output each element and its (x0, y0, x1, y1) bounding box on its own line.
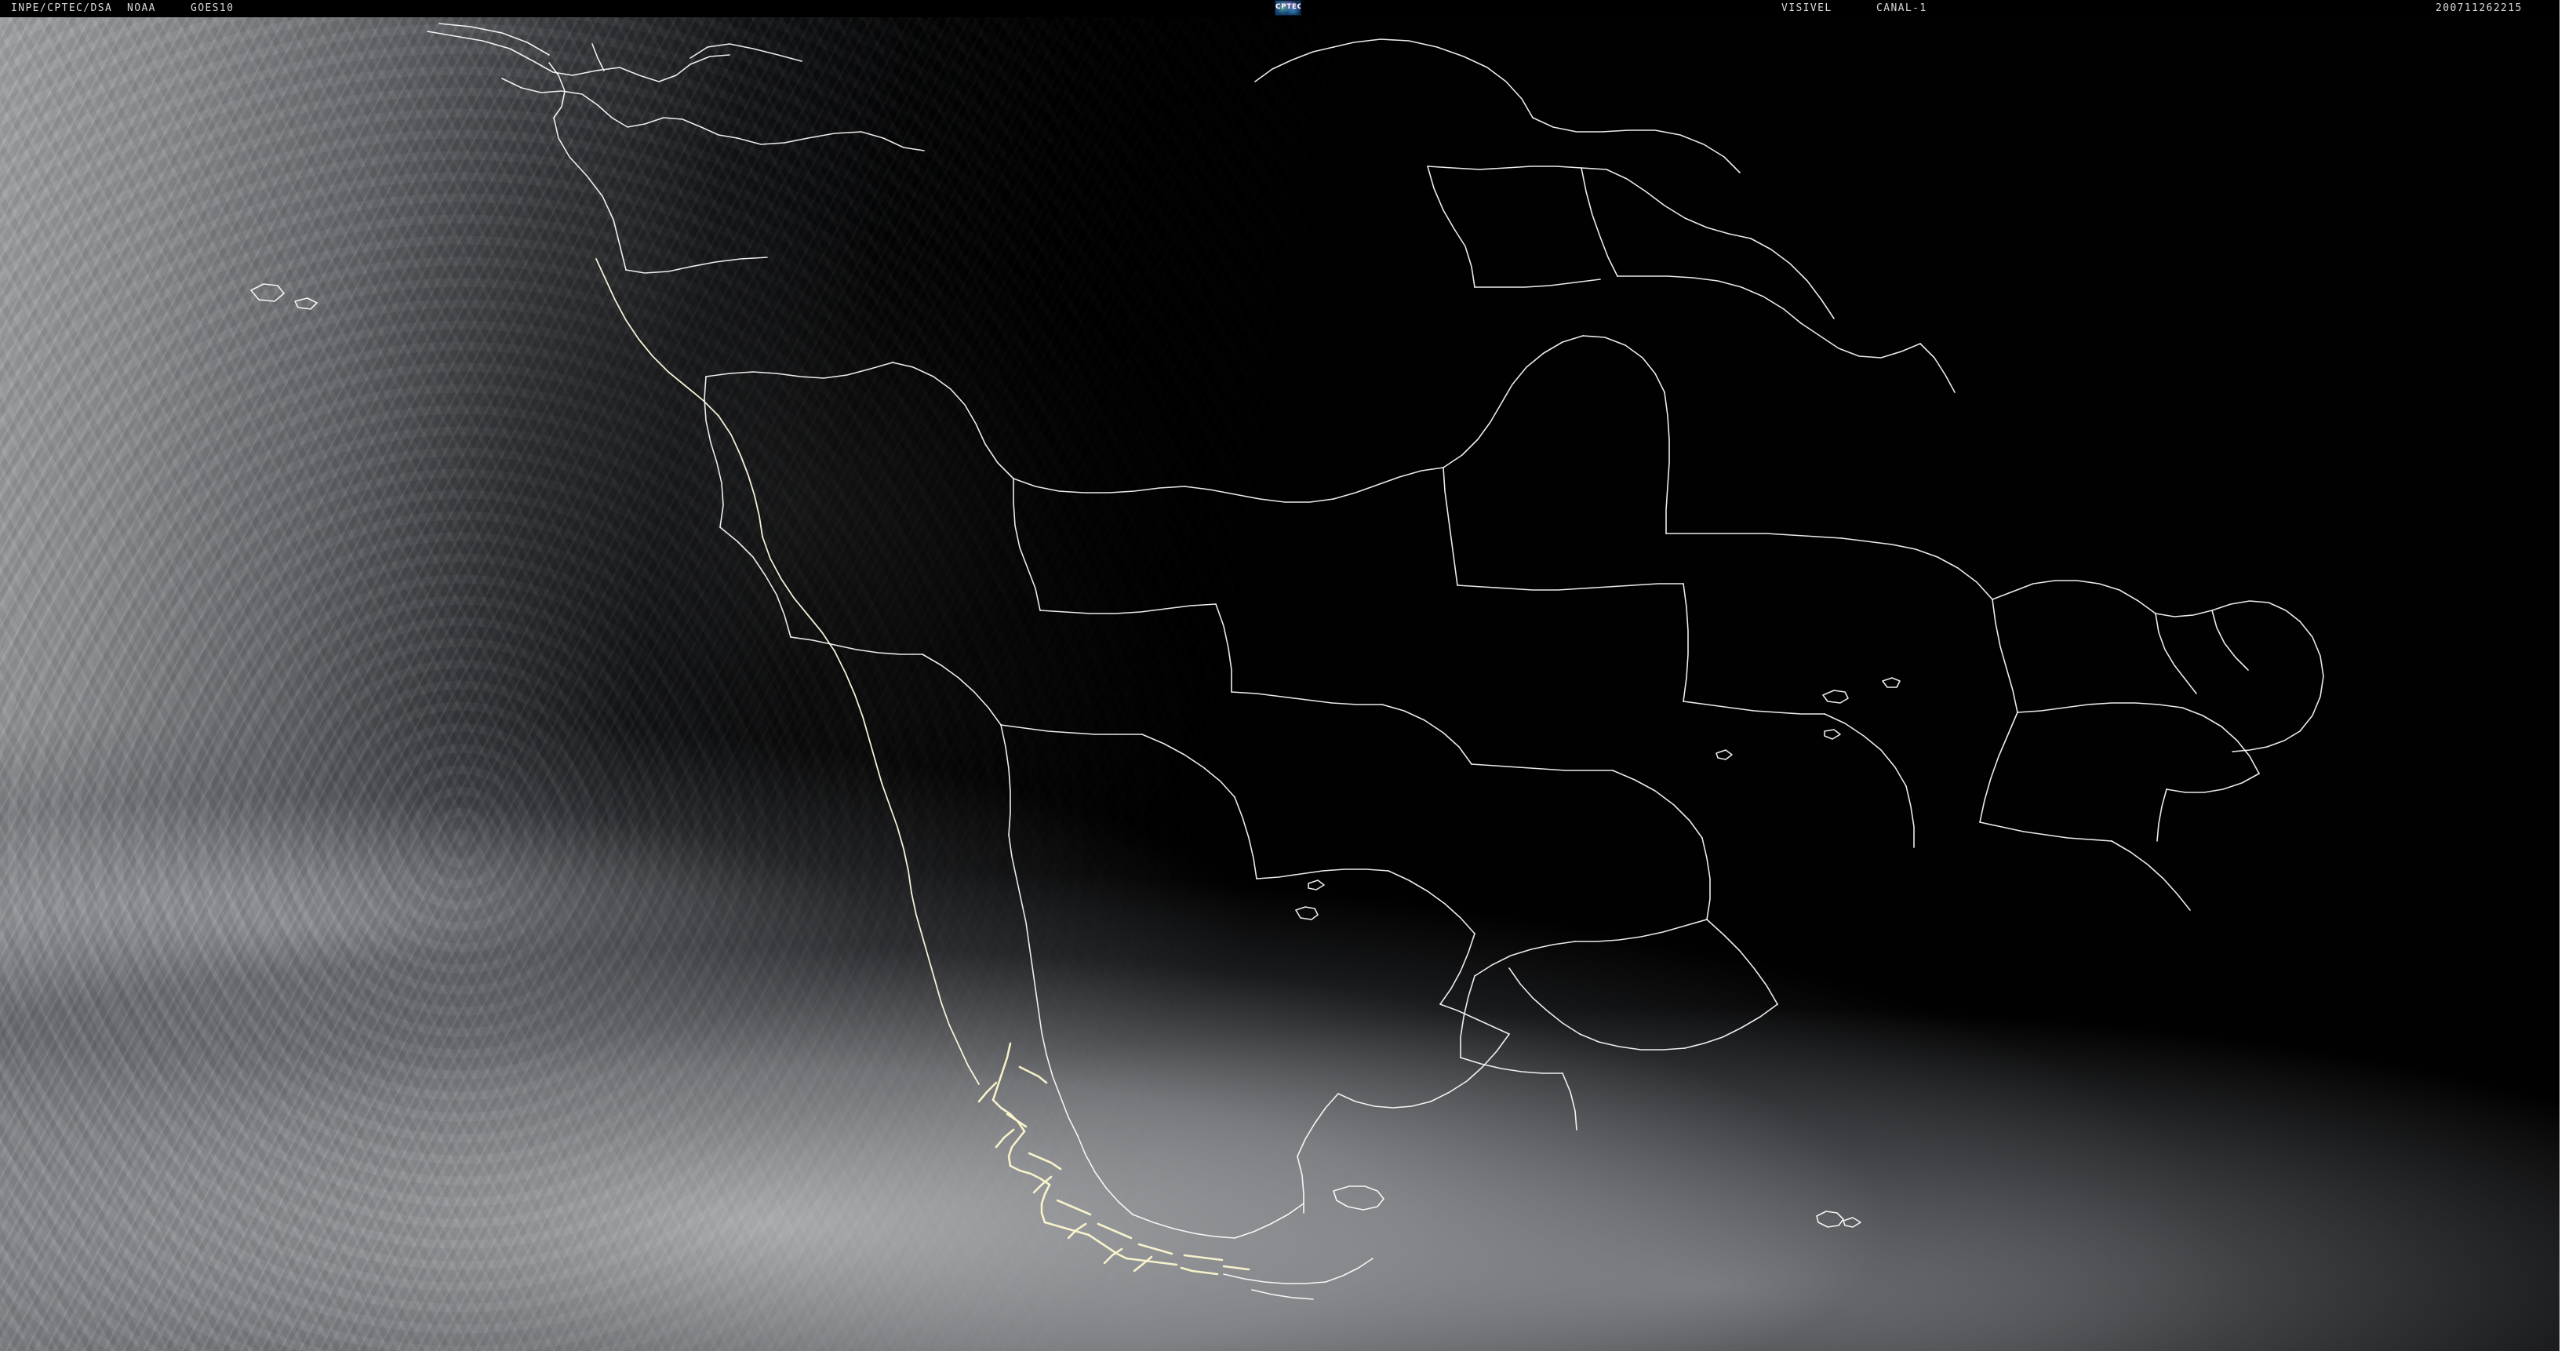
header-satellite-label: GOES10 (191, 2, 235, 14)
page-right-margin (2560, 0, 2576, 1351)
header-operator-label: NOAA (127, 2, 156, 14)
header-timestamp-label: 200711262215 (2436, 2, 2523, 14)
cptec-logo-icon: CPTEC (1275, 0, 1301, 16)
cptec-logo-label: CPTEC (1275, 3, 1301, 11)
header-product-label: VISIVEL (1781, 2, 1832, 14)
header-channel-label: CANAL-1 (1876, 2, 1927, 14)
header-agency-label: INPE/CPTEC/DSA (11, 2, 113, 14)
